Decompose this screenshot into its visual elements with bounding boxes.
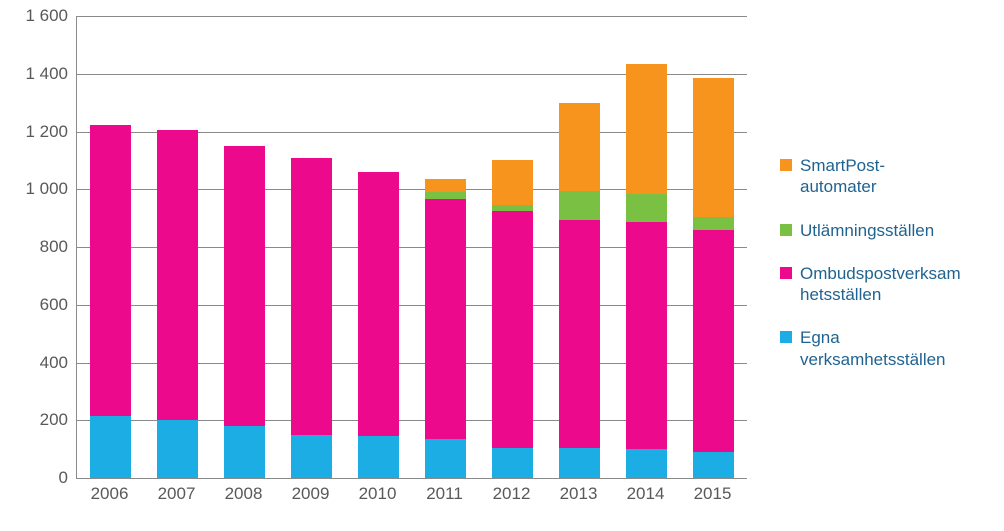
bar-segment-utlamning — [626, 194, 668, 223]
x-tick-label: 2014 — [612, 484, 679, 504]
bar-segment-smartpost — [492, 160, 534, 205]
legend-item-smartpost: SmartPost-automater — [780, 155, 990, 198]
bar-segment-egna — [157, 420, 199, 478]
y-tick-label: 600 — [0, 295, 68, 315]
bar-segment-ombud — [291, 158, 333, 435]
bar-segment-ombud — [425, 199, 467, 439]
legend-item-ombud: Ombudspostverksamhetsställen — [780, 263, 990, 306]
stacked-bar-chart: SmartPost-automater Utlämningsställen Ombu… — [0, 0, 1004, 531]
y-tick-label: 1 200 — [0, 122, 68, 142]
bar-segment-ombud — [693, 230, 735, 452]
bar-segment-egna — [559, 448, 601, 478]
bar-segment-smartpost — [693, 78, 735, 217]
bar-segment-ombud — [90, 125, 132, 416]
bar-segment-egna — [626, 449, 668, 478]
legend-label: Egnaverksamhetsställen — [800, 327, 946, 370]
bar-segment-egna — [224, 426, 266, 478]
x-tick-label: 2010 — [344, 484, 411, 504]
legend-label: Utlämningsställen — [800, 220, 934, 241]
bar-segment-ombud — [492, 211, 534, 448]
bar-segment-egna — [90, 416, 132, 478]
legend: SmartPost-automater Utlämningsställen Ombu… — [780, 155, 990, 392]
bar-segment-egna — [492, 448, 534, 478]
bar-segment-ombud — [358, 172, 400, 436]
y-tick-label: 1 000 — [0, 179, 68, 199]
bar-segment-ombud — [626, 222, 668, 449]
bar-segment-utlamning — [693, 217, 735, 230]
legend-swatch — [780, 159, 792, 171]
y-tick-label: 400 — [0, 353, 68, 373]
legend-item-utlamning: Utlämningsställen — [780, 220, 990, 241]
y-tick-label: 1 600 — [0, 6, 68, 26]
legend-label: Ombudspostverksamhetsställen — [800, 263, 961, 306]
gridline — [77, 16, 747, 17]
legend-swatch — [780, 331, 792, 343]
x-tick-label: 2008 — [210, 484, 277, 504]
legend-swatch — [780, 267, 792, 279]
bar-segment-utlamning — [492, 205, 534, 211]
x-tick-label: 2012 — [478, 484, 545, 504]
bar-segment-smartpost — [626, 64, 668, 194]
y-tick-label: 800 — [0, 237, 68, 257]
plot-area — [76, 16, 747, 479]
x-tick-label: 2015 — [679, 484, 746, 504]
legend-label: SmartPost-automater — [800, 155, 885, 198]
bar-segment-egna — [291, 435, 333, 478]
legend-swatch — [780, 224, 792, 236]
y-tick-label: 0 — [0, 468, 68, 488]
bar-segment-ombud — [224, 146, 266, 426]
x-tick-label: 2006 — [76, 484, 143, 504]
y-tick-label: 200 — [0, 410, 68, 430]
bar-segment-egna — [693, 452, 735, 478]
bar-segment-smartpost — [425, 179, 467, 192]
bar-segment-egna — [425, 439, 467, 478]
x-tick-label: 2011 — [411, 484, 478, 504]
x-tick-label: 2013 — [545, 484, 612, 504]
x-tick-label: 2007 — [143, 484, 210, 504]
bar-segment-utlamning — [559, 191, 601, 220]
bar-segment-smartpost — [559, 103, 601, 191]
legend-item-egna: Egnaverksamhetsställen — [780, 327, 990, 370]
bar-segment-egna — [358, 436, 400, 478]
x-tick-label: 2009 — [277, 484, 344, 504]
y-tick-label: 1 400 — [0, 64, 68, 84]
bar-segment-ombud — [157, 130, 199, 420]
bar-segment-utlamning — [425, 192, 467, 199]
bar-segment-ombud — [559, 220, 601, 448]
